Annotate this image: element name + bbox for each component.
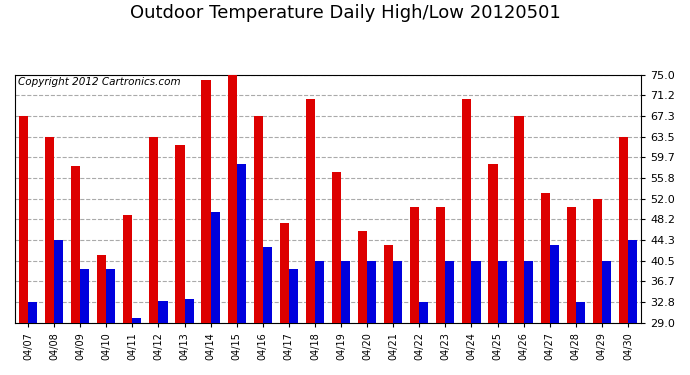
Bar (263, 248, 272, 323)
Bar (471, 261, 480, 323)
Bar (515, 116, 524, 323)
Bar (341, 261, 350, 323)
Bar (28, 303, 37, 323)
Bar (436, 207, 445, 323)
Bar (254, 116, 263, 323)
Bar (97, 255, 106, 323)
Bar (80, 269, 89, 323)
Bar (628, 240, 637, 323)
Bar (445, 261, 455, 323)
Bar (132, 318, 141, 323)
Bar (497, 261, 506, 323)
Bar (201, 80, 210, 323)
Bar (462, 99, 471, 323)
Bar (489, 164, 497, 323)
Bar (279, 223, 289, 323)
Bar (358, 231, 367, 323)
Bar (45, 136, 54, 323)
Bar (410, 207, 420, 323)
Text: Outdoor Temperature Daily High/Low 20120501: Outdoor Temperature Daily High/Low 20120… (130, 4, 560, 22)
Bar (71, 166, 80, 323)
Bar (210, 212, 219, 323)
Bar (237, 164, 246, 323)
Bar (619, 136, 628, 323)
Bar (175, 145, 184, 323)
Bar (367, 261, 376, 323)
Bar (602, 261, 611, 323)
Bar (106, 269, 115, 323)
Bar (184, 298, 194, 323)
Bar (149, 136, 159, 323)
Bar (19, 116, 28, 323)
Bar (306, 99, 315, 323)
Bar (593, 199, 602, 323)
Bar (332, 172, 341, 323)
Bar (540, 194, 550, 323)
Bar (315, 261, 324, 323)
Bar (289, 269, 298, 323)
Bar (566, 207, 575, 323)
Bar (524, 261, 533, 323)
Bar (575, 303, 585, 323)
Bar (159, 302, 168, 323)
Bar (228, 75, 237, 323)
Bar (420, 303, 428, 323)
Bar (54, 240, 63, 323)
Bar (124, 215, 132, 323)
Bar (384, 244, 393, 323)
Bar (393, 261, 402, 323)
Text: Copyright 2012 Cartronics.com: Copyright 2012 Cartronics.com (18, 77, 181, 87)
Bar (550, 244, 559, 323)
